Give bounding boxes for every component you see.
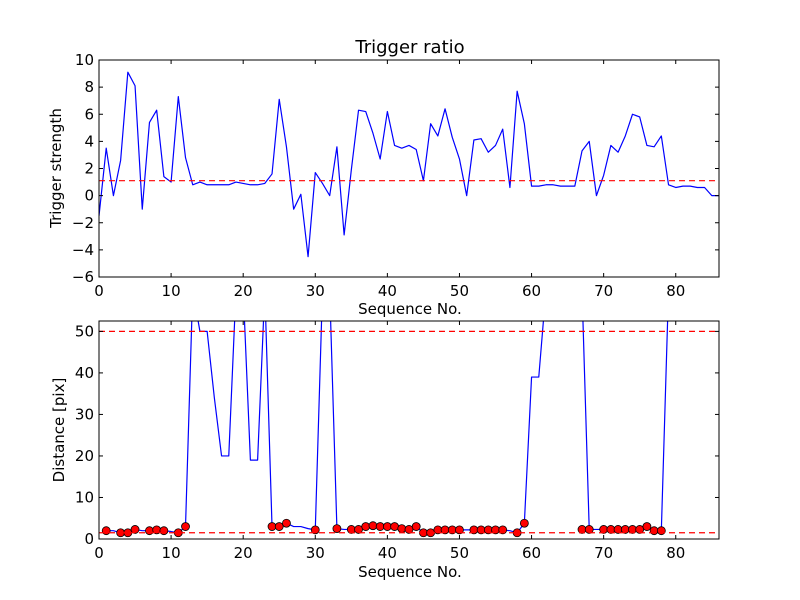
- data-point: [267, 522, 277, 531]
- y-tick-label: −6: [72, 268, 94, 286]
- data-point: [375, 522, 385, 531]
- data-point: [274, 522, 284, 531]
- y-tick-label: 4: [84, 132, 94, 150]
- data-point: [130, 525, 140, 534]
- trigger-ratio-chart: Trigger ratio 0 10 20 30 40 50 60 70 80 −6 −4 −2 0 2 4…: [47, 37, 720, 318]
- y-tick-label: 50: [75, 322, 94, 340]
- x-tick-label: 70: [594, 544, 613, 562]
- data-point: [649, 526, 659, 536]
- x-tick-label: 50: [450, 282, 469, 300]
- plot-area: [99, 71, 719, 258]
- x-axis-label: Sequence No.: [358, 563, 462, 581]
- data-point: [145, 526, 154, 536]
- y-tick-label: −2: [72, 214, 94, 232]
- x-tick-label: 20: [234, 282, 253, 300]
- data-point: [584, 525, 594, 534]
- y-tick-label: 0: [84, 187, 94, 205]
- distance-chart: 0 10 20 30 40 50 60 70 80 0 10 20 30 40 50 Sequence No…: [50, 320, 720, 581]
- series-line: [99, 71, 719, 258]
- data-point: [455, 525, 464, 535]
- trigger-strength-plot: 0 10 20 30 40 50 60 70 80 −6 −4 −2 0 2 4 6 8 10: [72, 51, 720, 300]
- y-tick-label: 40: [75, 364, 94, 382]
- data-point: [411, 522, 421, 531]
- x-tick-label: 30: [306, 282, 325, 300]
- x-tick-label: 30: [306, 544, 325, 562]
- y-axis-label: Trigger strength: [47, 108, 65, 229]
- x-tick-label: 10: [162, 282, 181, 300]
- x-tick-label: 60: [522, 282, 541, 300]
- y-tick-label: 20: [75, 447, 94, 465]
- data-point: [397, 524, 407, 534]
- axes-frame: [98, 320, 720, 540]
- y-tick-label: 8: [84, 78, 94, 96]
- data-point: [159, 526, 169, 536]
- data-point: [368, 521, 378, 531]
- x-tick-label: 80: [666, 544, 685, 562]
- x-tick-label: 80: [666, 282, 685, 300]
- x-tick-label: 50: [450, 544, 469, 562]
- distance-plot: 0 10 20 30 40 50 60 70 80 0 10 20 30 40 50: [75, 320, 720, 562]
- y-tick-label: 2: [84, 160, 94, 178]
- y-tick-label: 30: [75, 405, 94, 423]
- x-tick-label: 70: [594, 282, 613, 300]
- y-tick-label: 0: [84, 530, 94, 548]
- x-tick-label: 20: [234, 544, 253, 562]
- data-point: [361, 522, 371, 531]
- x-axis-label: Sequence No.: [358, 300, 462, 318]
- data-point: [181, 522, 190, 531]
- data-point: [519, 518, 529, 528]
- x-tick-label: 10: [162, 544, 181, 562]
- chart-title: Trigger ratio: [354, 37, 464, 58]
- x-tick-label: 0: [94, 282, 104, 300]
- y-axis-label: Distance [pix]: [50, 378, 68, 483]
- data-point: [310, 525, 320, 535]
- data-point: [282, 518, 291, 528]
- x-tick-label: 60: [522, 544, 541, 562]
- data-point: [390, 522, 399, 531]
- data-point: [332, 524, 342, 534]
- y-tick-label: 10: [75, 488, 94, 506]
- x-tick-label: 0: [94, 544, 104, 562]
- data-point: [101, 526, 111, 536]
- data-point: [498, 525, 508, 535]
- y-tick-label: −4: [72, 241, 94, 259]
- x-tick-label: 40: [378, 544, 397, 562]
- x-tick-label: 40: [378, 282, 397, 300]
- data-point: [382, 522, 392, 531]
- plot-area: [99, 321, 719, 538]
- data-point: [656, 526, 666, 536]
- data-point: [642, 522, 652, 531]
- y-tick-label: 10: [75, 51, 94, 69]
- y-tick-label: 6: [84, 105, 94, 123]
